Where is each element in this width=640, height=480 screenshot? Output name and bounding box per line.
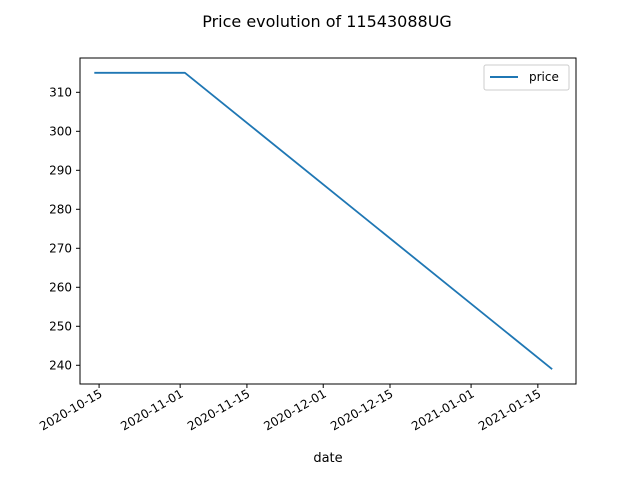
plot-area — [94, 71, 553, 370]
chart-title: Price evolution of 11543088UG — [202, 12, 452, 31]
y-axis: 240 250 260 270 280 290 300 310 — [49, 85, 80, 372]
y-tick-label: 300 — [49, 124, 72, 138]
legend-label-price: price — [529, 70, 559, 84]
y-tick-label: 260 — [49, 280, 72, 294]
y-tick-label: 310 — [49, 85, 72, 99]
x-tick-label: 2020-11-01 — [118, 386, 185, 433]
x-tick-label: 2020-12-01 — [261, 386, 328, 433]
x-tick-label: 2021-01-15 — [476, 386, 543, 433]
x-axis: 2020-10-15 2020-11-01 2020-11-15 2020-12-01… — [37, 384, 543, 433]
y-tick-label: 250 — [49, 319, 72, 333]
plot-frame — [79, 57, 577, 385]
x-tick-label: 2020-12-15 — [328, 386, 395, 433]
legend-box — [483, 64, 570, 91]
y-tick-label: 290 — [49, 163, 72, 177]
series-line-price — [94, 71, 553, 370]
legend: price — [483, 64, 570, 91]
x-tick-label: 2021-01-01 — [409, 386, 476, 433]
y-tick-label: 240 — [49, 358, 72, 372]
x-axis-label: date — [313, 451, 342, 466]
x-tick-label: 2020-11-15 — [185, 386, 252, 433]
x-tick-label: 2020-10-15 — [37, 386, 104, 433]
y-tick-label: 270 — [49, 241, 72, 255]
y-tick-label: 280 — [49, 202, 72, 216]
